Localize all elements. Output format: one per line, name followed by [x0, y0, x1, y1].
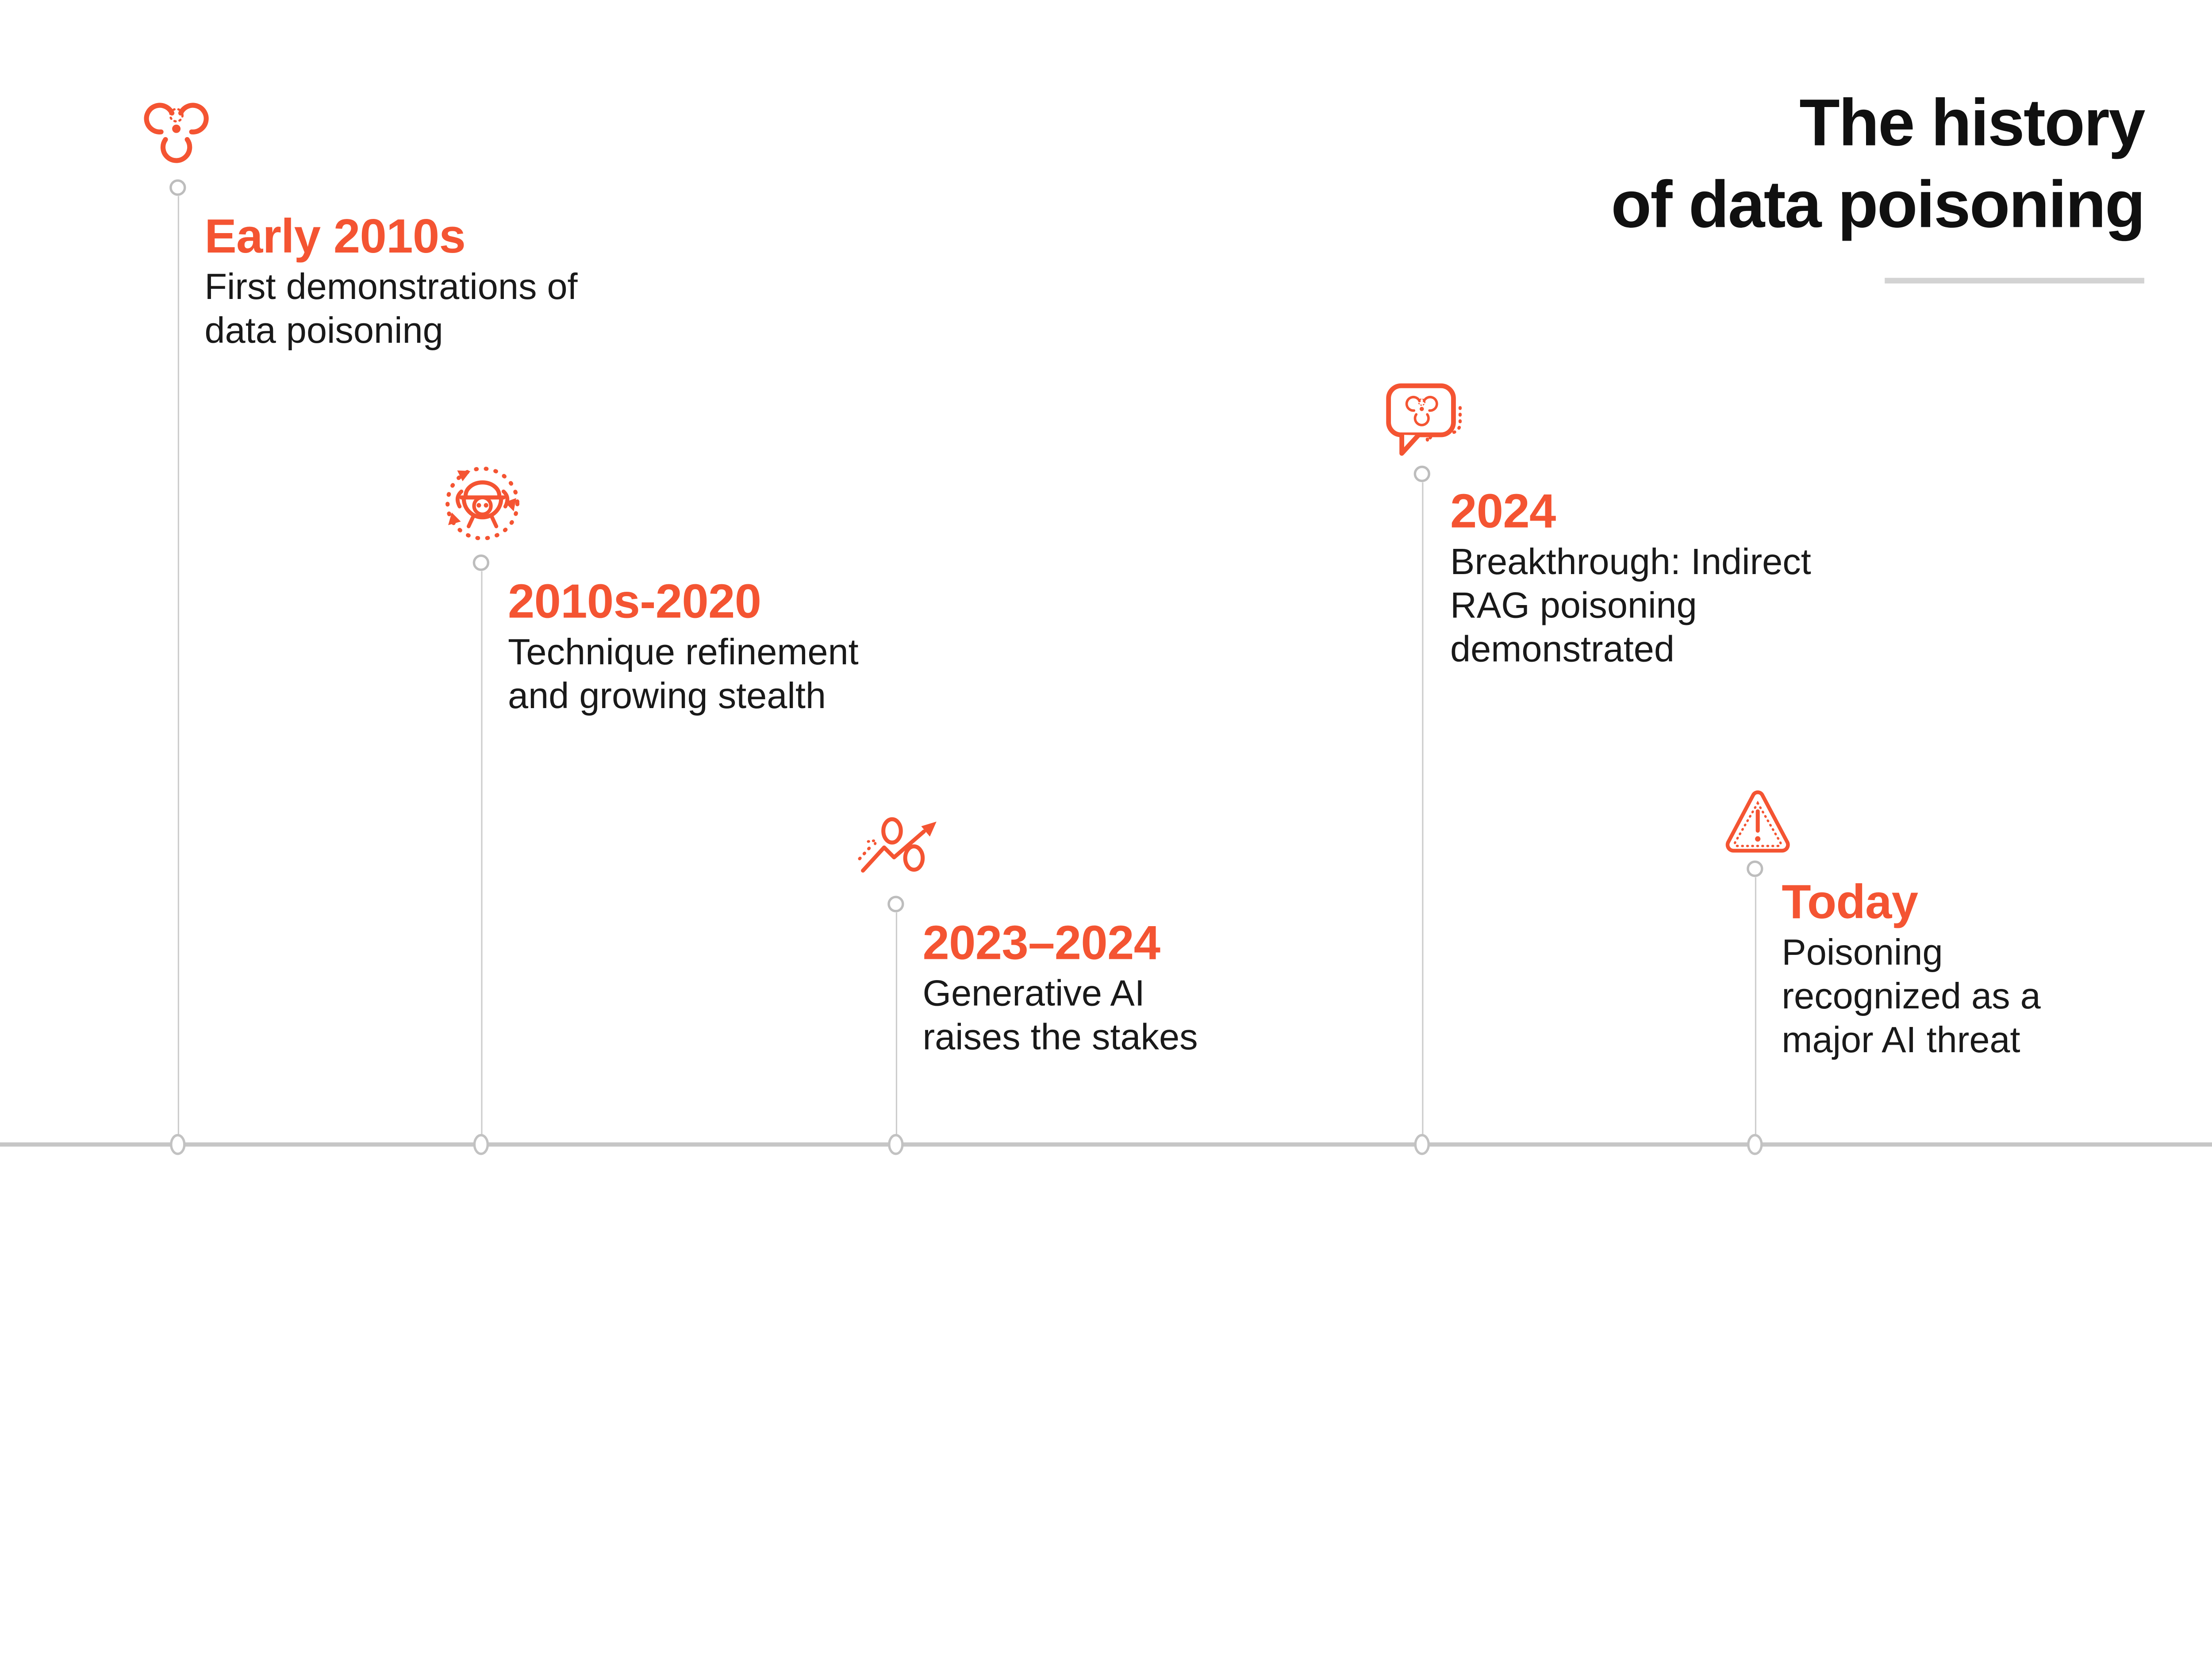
description-line: and growing stealth: [507, 674, 826, 716]
rag-poisoning-bubble-icon: [1386, 383, 1462, 456]
milestone-description: Breakthrough: Indirect RAG poisoning dem…: [1450, 540, 1811, 671]
timeline-node-circle: [887, 896, 904, 912]
milestone-description: Generative AI raises the stakes: [922, 972, 1198, 1059]
timeline-node-circle: [1747, 860, 1763, 877]
timeline-node-circle: [1413, 465, 1430, 483]
description-line: recognized as a: [1782, 974, 2041, 1017]
timeline-node-circle: [169, 179, 186, 196]
warning-triangle-icon: [1725, 790, 1790, 853]
timeline-connector-line: [1754, 877, 1756, 1142]
timeline-infographic: The history of data poisoning Early 2010…: [0, 82, 2212, 1155]
growth-percent-icon: [858, 817, 937, 873]
timeline-baseline: [0, 1142, 2212, 1147]
description-line: Technique refinement: [507, 630, 859, 673]
timeline-connector-line: [177, 196, 179, 1142]
timeline-connector-line: [895, 912, 897, 1142]
milestone-description: First demonstrations of data poisoning: [204, 265, 577, 352]
period-label: Early 2010s: [204, 210, 466, 264]
page-title: The history of data poisoning: [1611, 82, 2145, 245]
description-line: Generative AI: [922, 972, 1145, 1014]
timeline-node-circle: [472, 554, 490, 571]
timeline-connector-line: [1421, 482, 1423, 1142]
description-line: data poisoning: [204, 309, 443, 352]
title-underline-bar: [1885, 278, 2144, 284]
page-title-line2: of data poisoning: [1611, 166, 2145, 241]
period-label: 2010s-2020: [507, 575, 761, 629]
description-line: Breakthrough: Indirect: [1450, 540, 1811, 582]
milestone-description: Poisoning recognized as a major AI threa…: [1782, 931, 2040, 1062]
milestone-description: Technique refinement and growing stealth: [508, 630, 859, 718]
period-label: 2023–2024: [922, 916, 1160, 970]
poison-cycle-icon: [445, 466, 520, 540]
description-line: RAG poisoning: [1450, 584, 1697, 626]
description-line: major AI threat: [1782, 1018, 2020, 1061]
description-line: First demonstrations of: [204, 265, 578, 308]
page-title-line1: The history: [1799, 84, 2145, 160]
description-line: Poisoning: [1782, 931, 1943, 973]
timeline-connector-line: [480, 571, 482, 1142]
description-line: demonstrated: [1450, 628, 1675, 670]
description-line: raises the stakes: [922, 1015, 1198, 1058]
period-label: 2024: [1450, 485, 1556, 539]
period-label: Today: [1782, 876, 1918, 930]
biohazard-icon: [137, 88, 216, 167]
